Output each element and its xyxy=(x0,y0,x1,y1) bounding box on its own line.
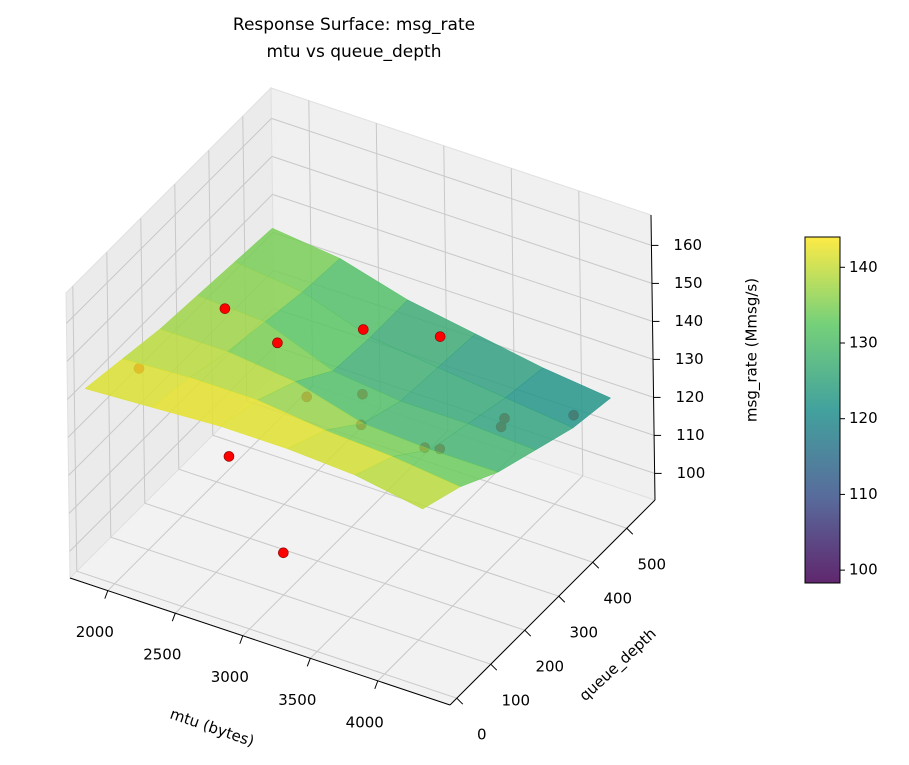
data-point xyxy=(357,324,369,335)
data-point xyxy=(278,547,289,559)
colorbar-tick-label: 100 xyxy=(849,561,878,579)
y-tick-label: 100 xyxy=(501,692,530,710)
y-tick xyxy=(626,527,634,535)
chart-title: Response Surface: msg_rate xyxy=(233,15,475,35)
x-axis-label: mtu (bytes) xyxy=(168,705,257,751)
x-tick xyxy=(171,613,176,622)
data-point xyxy=(223,451,235,462)
grid-line xyxy=(76,570,457,699)
z-tick-label: 110 xyxy=(676,426,705,444)
data-point xyxy=(272,337,283,349)
colorbar-tick-label: 140 xyxy=(849,258,878,276)
colorbar xyxy=(804,236,841,584)
x-axis-line xyxy=(69,577,451,706)
colorbar-tick-label: 110 xyxy=(849,485,878,503)
grid-line xyxy=(110,536,491,665)
x-tick xyxy=(239,635,244,644)
grid-line xyxy=(271,155,653,284)
y-tick-label: 200 xyxy=(535,658,564,676)
z-axis-label: msg_rate (Mmsg/s) xyxy=(743,278,762,422)
y-tick-label: 400 xyxy=(603,590,632,608)
grid-line xyxy=(66,118,272,324)
y-tick-label: 300 xyxy=(569,624,598,642)
y-tick-label: 500 xyxy=(637,556,666,574)
grid-line xyxy=(178,468,559,597)
grid-line xyxy=(309,452,516,659)
surface-cell xyxy=(354,456,461,510)
z-tick-label: 130 xyxy=(675,350,704,368)
z-tick-label: 140 xyxy=(674,312,703,330)
x-tick-label: 3000 xyxy=(211,668,249,686)
z-tick-label: 120 xyxy=(676,388,705,406)
y-axis-line xyxy=(449,499,656,706)
y-tick-label: 0 xyxy=(477,726,487,744)
y-tick xyxy=(592,561,600,569)
colorbar-tick-label: 120 xyxy=(849,409,878,427)
x-tick xyxy=(374,680,379,690)
y-tick xyxy=(456,697,464,705)
grid-line xyxy=(272,231,654,360)
colorbar-tick-label: 130 xyxy=(849,333,878,351)
y-tick xyxy=(490,663,498,671)
grid-line xyxy=(67,194,273,400)
grid-line xyxy=(66,156,273,362)
y-tick xyxy=(558,595,566,603)
grid-line xyxy=(272,193,653,322)
data-point xyxy=(434,331,446,342)
z-tick-label: 160 xyxy=(673,236,702,254)
chart-subtitle: mtu vs queue_depth xyxy=(267,42,442,62)
z-axis-line xyxy=(650,214,656,501)
grid-line xyxy=(377,475,584,682)
x-tick xyxy=(104,590,109,599)
x-tick-label: 2500 xyxy=(143,646,181,664)
grid-line xyxy=(144,502,525,631)
x-tick xyxy=(306,658,311,667)
grid-line xyxy=(271,117,652,246)
z-tick-label: 150 xyxy=(674,274,703,292)
z-tick-label: 100 xyxy=(677,464,706,482)
x-tick-label: 3500 xyxy=(278,691,316,709)
grid-line xyxy=(72,286,78,572)
x-tick-label: 2000 xyxy=(76,623,114,641)
y-tick xyxy=(524,629,532,637)
x-tick-label: 4000 xyxy=(346,713,384,731)
grid-line xyxy=(578,190,584,476)
data-point xyxy=(219,303,231,314)
